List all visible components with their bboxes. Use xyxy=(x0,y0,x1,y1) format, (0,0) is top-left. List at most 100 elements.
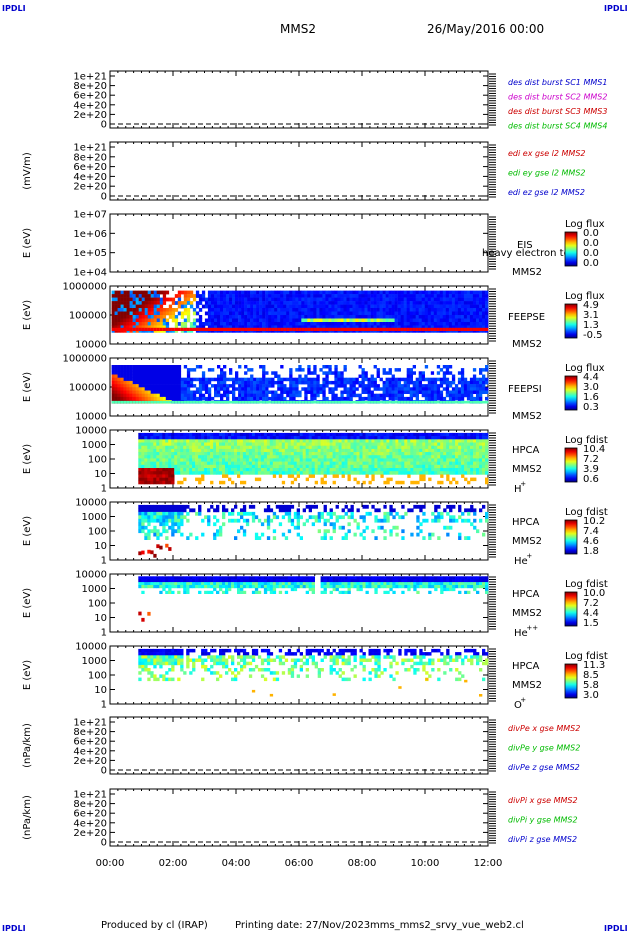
colorbar-tick-label: 0.0 xyxy=(583,238,599,249)
y-tick-label: 1e+07 xyxy=(73,210,107,221)
species-label: He xyxy=(514,556,528,567)
instrument-label: HPCA xyxy=(512,589,540,600)
spacecraft-title: MMS2 xyxy=(280,22,316,36)
instrument-label: FEEPSE xyxy=(508,312,545,323)
colorbar-tick-label: 1.6 xyxy=(583,392,599,403)
instrument-label: FEEPSI xyxy=(508,384,542,395)
colorbar-tick-label: 10.2 xyxy=(583,516,605,527)
y-tick-label: 100 xyxy=(88,455,107,466)
colorbar-tick-label: 10.4 xyxy=(583,444,605,455)
panel-frame xyxy=(109,141,489,201)
y-axis-label: E (eV) xyxy=(22,588,33,618)
y-tick-label: 1 xyxy=(101,556,107,567)
y-tick-label: 1 xyxy=(101,628,107,639)
y-tick-label: 0 xyxy=(101,120,107,131)
spacecraft-label: MMS2 xyxy=(512,411,542,422)
colorbar-tick-label: 3.0 xyxy=(583,690,599,701)
colorbar xyxy=(564,375,578,411)
species-charge-label: + xyxy=(520,696,526,704)
y-tick-label: 0 xyxy=(101,838,107,849)
legend-entry: divPi y gse MMS2 xyxy=(508,816,578,825)
colorbar-title: Log flux xyxy=(565,291,605,302)
y-axis-label: E (eV) xyxy=(22,516,33,546)
y-tick-label: 1000 xyxy=(82,656,107,667)
species-label: He xyxy=(514,628,528,639)
colorbar xyxy=(564,663,578,699)
instrument-label: HPCA xyxy=(512,517,540,528)
y-tick-label: 100 xyxy=(88,599,107,610)
spectrogram-image xyxy=(138,576,489,622)
colorbar-tick-label: 7.2 xyxy=(583,598,599,609)
legend-entry: des dist burst SC2 MMS2 xyxy=(508,93,607,102)
colorbar-tick-label: 4.4 xyxy=(583,608,599,619)
panel-6: 10000 1000 100 10 1 E (eV) HPCA MMS2 H+ Log fdist… xyxy=(22,426,608,496)
colorbar-title: Log flux xyxy=(565,219,605,230)
legend-entry: edi ez gse l2 MMS2 xyxy=(508,188,585,197)
spectrogram-image xyxy=(138,648,489,697)
legend-entry: divPe y gse MMS2 xyxy=(508,744,580,753)
y-tick-label: 8e+20 xyxy=(73,81,107,92)
y-tick-label: 1 xyxy=(101,484,107,495)
product-label: heavy electron to xyxy=(482,248,570,259)
colorbar-title: Log fdist xyxy=(565,435,608,446)
x-tick-label: 02:00 xyxy=(159,858,188,869)
panel-8: 10000 1000 100 10 1 E (eV) HPCA MMS2 He++ Log fdi… xyxy=(22,570,608,640)
y-tick-label: 1 xyxy=(101,700,107,711)
colorbar-tick-label: 4.9 xyxy=(583,300,599,311)
colorbar-tick-label: 0.0 xyxy=(583,248,599,259)
y-axis-label: E (eV) xyxy=(22,444,33,474)
panel-9: 10000 1000 100 10 1 E (eV) HPCA MMS2 O+ Log fdist… xyxy=(22,642,608,712)
y-tick-label: 1e+21 xyxy=(73,72,107,83)
colorbar-tick-label: -0.5 xyxy=(583,330,603,341)
legend-entry: des dist burst SC1 MMS1 xyxy=(508,78,607,87)
panel-5: 1000000 100000 10000 E (eV) FEEPSI MMS2 Log fl… xyxy=(22,354,605,423)
colorbar-tick-label: 4.6 xyxy=(583,536,599,547)
spectrogram-image xyxy=(138,432,489,485)
x-tick-label: 06:00 xyxy=(285,858,314,869)
date-title: 26/May/2016 00:00 xyxy=(427,22,545,36)
legend-entry: des dist burst SC4 MMS4 xyxy=(508,122,607,131)
y-tick-label: 10000 xyxy=(75,340,107,351)
y-tick-label: 10000 xyxy=(75,412,107,423)
y-tick-label: 6e+20 xyxy=(73,91,107,102)
panel-frame xyxy=(109,213,489,273)
y-tick-label: 1e+04 xyxy=(73,268,107,279)
panel-frame xyxy=(109,716,489,775)
species-label: O xyxy=(514,700,522,711)
y-tick-label: 10000 xyxy=(75,642,107,653)
colorbar-tick-label: 8.5 xyxy=(583,670,599,681)
y-tick-label: 6e+20 xyxy=(73,162,107,173)
y-tick-label: 1000000 xyxy=(62,354,107,365)
y-tick-label: 10000 xyxy=(75,426,107,437)
x-tick-label: 12:00 xyxy=(474,858,503,869)
colorbar xyxy=(564,303,578,339)
y-tick-label: 1000 xyxy=(82,584,107,595)
y-tick-label: 4e+20 xyxy=(73,172,107,183)
colorbar-tick-label: 5.8 xyxy=(583,680,599,691)
y-tick-label: 1e+21 xyxy=(73,790,107,801)
species-label: H xyxy=(514,484,522,495)
colorbar-tick-label: 10.0 xyxy=(583,588,605,599)
y-tick-label: 10000 xyxy=(75,498,107,509)
y-axis-label: (nPa/km) xyxy=(22,723,33,768)
colorbar-tick-label: 0.3 xyxy=(583,402,599,413)
legend-entry: divPi x gse MMS2 xyxy=(508,796,578,805)
colorbar-title: Log fdist xyxy=(565,651,608,662)
y-tick-label: 1e+06 xyxy=(73,229,107,240)
y-tick-label: 2e+20 xyxy=(73,828,107,839)
y-tick-label: 1e+21 xyxy=(73,143,107,154)
colorbar-tick-label: 0.0 xyxy=(583,228,599,239)
spacecraft-label: MMS2 xyxy=(512,464,542,475)
y-tick-label: 0 xyxy=(101,766,107,777)
species-charge-label: + xyxy=(526,552,532,560)
legend-entry: divPi z gse MMS2 xyxy=(508,835,577,844)
footer-printing-date: Printing date: 27/Nov/2023 xyxy=(235,920,371,931)
spectrogram-image xyxy=(111,365,489,404)
species-charge-label: + xyxy=(520,480,526,488)
y-tick-label: 2e+20 xyxy=(73,182,107,193)
panel-7: 10000 1000 100 10 1 E (eV) HPCA MMS2 He+ Log fdis… xyxy=(22,498,608,568)
y-tick-label: 100000 xyxy=(69,311,107,322)
spectrogram-image xyxy=(111,290,489,333)
